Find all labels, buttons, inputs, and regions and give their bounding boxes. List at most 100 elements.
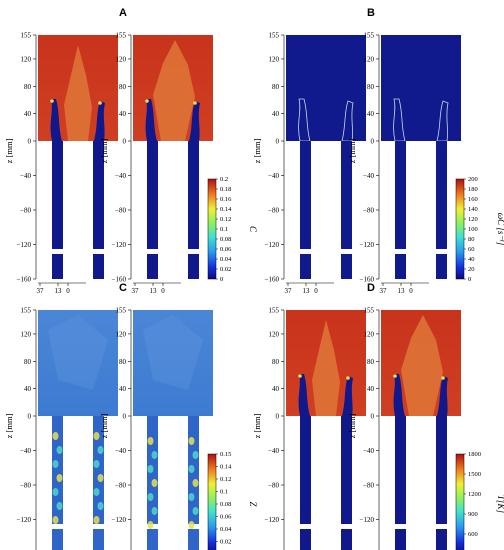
flame-front-right xyxy=(436,100,449,142)
y-tick-label: −160 xyxy=(17,276,32,284)
y-tick-label: −120 xyxy=(17,516,32,524)
y-tick-label: 40 xyxy=(272,110,280,118)
chamber-field xyxy=(38,310,118,416)
inlet-pipe xyxy=(93,416,104,550)
flame-front-left xyxy=(298,374,310,416)
y-axis-label: z [mm] xyxy=(252,413,262,438)
x-tick-label: 13 xyxy=(303,287,311,295)
y-tick-label: 120 xyxy=(269,55,280,63)
y-tick-label: −160 xyxy=(360,276,375,284)
y-tick-label: 80 xyxy=(272,358,280,366)
pipe-break xyxy=(394,249,407,254)
x-tick-label: 0 xyxy=(161,287,165,295)
colorbar-gradient xyxy=(207,453,217,550)
colorbar: 180015001200900600300T[K] xyxy=(455,451,504,550)
mixing-pocket xyxy=(56,502,63,510)
pipe-break xyxy=(92,524,105,529)
inlet-pipe xyxy=(436,416,447,550)
panel-label: A xyxy=(119,7,127,19)
panel-label: B xyxy=(367,7,375,19)
chamber-field xyxy=(286,35,366,141)
mixing-pocket xyxy=(56,474,63,482)
colorbar-tick-label: 0.14 xyxy=(220,206,232,213)
y-tick-label: 40 xyxy=(24,385,32,393)
mixing-pocket xyxy=(97,502,104,510)
flame-front-right xyxy=(341,100,354,142)
y-tick-label: 120 xyxy=(21,55,32,63)
colorbar-gradient xyxy=(207,178,217,280)
hot-spot xyxy=(346,376,350,380)
pipe-break xyxy=(299,524,312,529)
flame-front-left xyxy=(145,99,157,141)
inlet-pipe xyxy=(52,141,63,279)
x-tick-label: 37 xyxy=(285,287,293,295)
x-tick-label: 0 xyxy=(314,287,318,295)
y-tick-label: 40 xyxy=(119,385,127,393)
y-tick-label: 40 xyxy=(367,385,375,393)
y-tick-label: −120 xyxy=(112,241,127,249)
y-tick-label: −80 xyxy=(363,482,374,490)
mixing-pocket xyxy=(93,460,100,468)
colorbar-tick-label: 0.08 xyxy=(220,236,231,243)
y-tick-label: 155 xyxy=(21,307,32,315)
y-tick-label: −120 xyxy=(360,516,375,524)
flame-plume xyxy=(401,315,443,416)
colorbar-tick-label: 120 xyxy=(468,216,478,223)
mixing-pocket xyxy=(52,432,59,440)
colorbar-tick-label: 1800 xyxy=(468,451,481,458)
mixing-pocket xyxy=(93,516,100,524)
panel-label: C xyxy=(119,282,127,294)
pipe-break xyxy=(435,249,448,254)
mixing-pocket xyxy=(52,516,59,524)
chamber-field xyxy=(381,35,461,141)
colorbar-tick-label: 0.08 xyxy=(220,501,231,508)
y-tick-label: 155 xyxy=(116,307,127,315)
flame-front-right xyxy=(342,376,353,416)
colorbar-tick-label: 0.2 xyxy=(220,176,228,183)
colorbar-tick-label: 0.04 xyxy=(220,526,232,533)
mixing-plume xyxy=(48,315,108,390)
flame-front-left xyxy=(393,374,405,416)
pipe-break xyxy=(394,524,407,529)
y-tick-label: −120 xyxy=(17,241,32,249)
mixing-pocket xyxy=(97,474,104,482)
y-tick-label: 155 xyxy=(269,32,280,40)
inlet-pipe xyxy=(436,141,447,279)
hot-spot xyxy=(441,376,445,380)
y-tick-label: 40 xyxy=(119,110,127,118)
colorbar-tick-label: 0.02 xyxy=(220,539,231,546)
y-tick-label: −120 xyxy=(360,241,375,249)
pipe-break xyxy=(340,524,353,529)
mixing-pocket xyxy=(93,488,100,496)
x-tick-label: 0 xyxy=(66,287,70,295)
inlet-pipe xyxy=(300,416,311,550)
y-tick-label: −120 xyxy=(265,241,280,249)
pipe-break xyxy=(51,524,64,529)
y-tick-label: −80 xyxy=(20,482,31,490)
y-tick-label: −40 xyxy=(20,172,31,180)
y-tick-label: 40 xyxy=(367,110,375,118)
colorbar-tick-label: 0.18 xyxy=(220,186,231,193)
colorbar-tick-label: 1200 xyxy=(468,491,481,498)
y-tick-label: 80 xyxy=(24,83,32,91)
mixing-pocket xyxy=(147,493,154,501)
y-tick-label: −40 xyxy=(268,447,279,455)
colorbar-title: T[K] xyxy=(496,495,504,514)
x-tick-label: 37 xyxy=(380,287,388,295)
y-tick-label: −120 xyxy=(112,516,127,524)
pipe-break xyxy=(51,249,64,254)
colorbar-tick-label: 0.1 xyxy=(220,226,228,233)
y-tick-label: 0 xyxy=(371,413,375,421)
y-tick-label: 40 xyxy=(24,110,32,118)
x-tick-label: 13 xyxy=(55,287,63,295)
y-tick-label: −40 xyxy=(363,172,374,180)
y-axis-label: z [mm] xyxy=(252,138,262,163)
mixing-pocket xyxy=(188,521,195,529)
y-axis-label: z [mm] xyxy=(99,138,109,163)
y-tick-label: 80 xyxy=(367,83,375,91)
